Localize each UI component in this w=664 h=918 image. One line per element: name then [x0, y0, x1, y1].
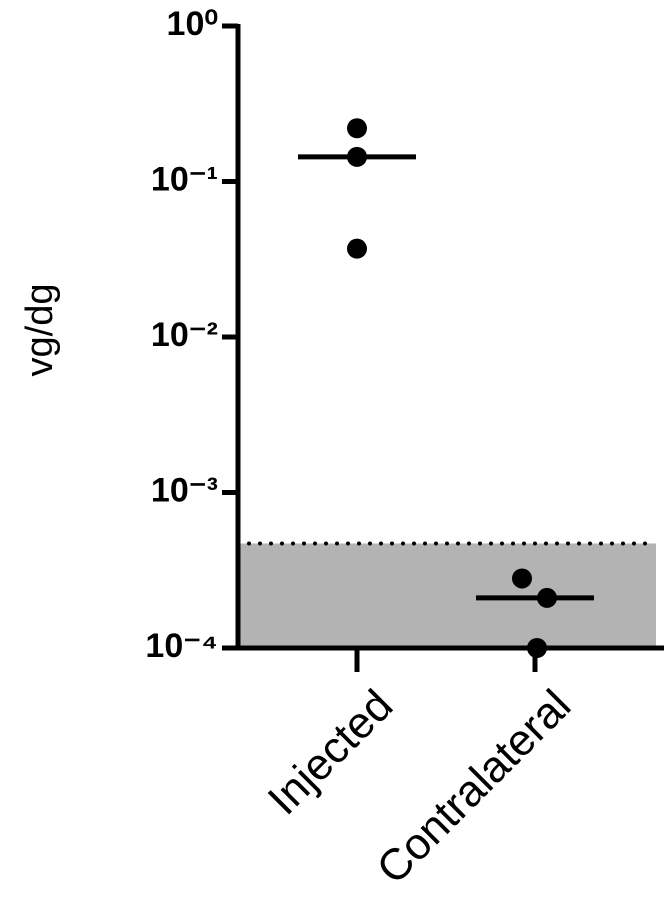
y-axis-label: vg/dg [19, 284, 61, 377]
data-point [347, 238, 367, 259]
x-tick-label: Injected [259, 681, 403, 825]
data-point [347, 118, 367, 139]
data-point [512, 568, 532, 589]
y-tick-label: 10⁻¹ [151, 160, 218, 198]
y-tick-label: 10⁻³ [151, 471, 218, 509]
y-tick-label: 10⁻⁴ [145, 627, 218, 665]
y-tick-label: 10⁻² [151, 316, 218, 354]
data-point [527, 638, 547, 658]
y-tick-label: 10⁰ [167, 5, 218, 43]
